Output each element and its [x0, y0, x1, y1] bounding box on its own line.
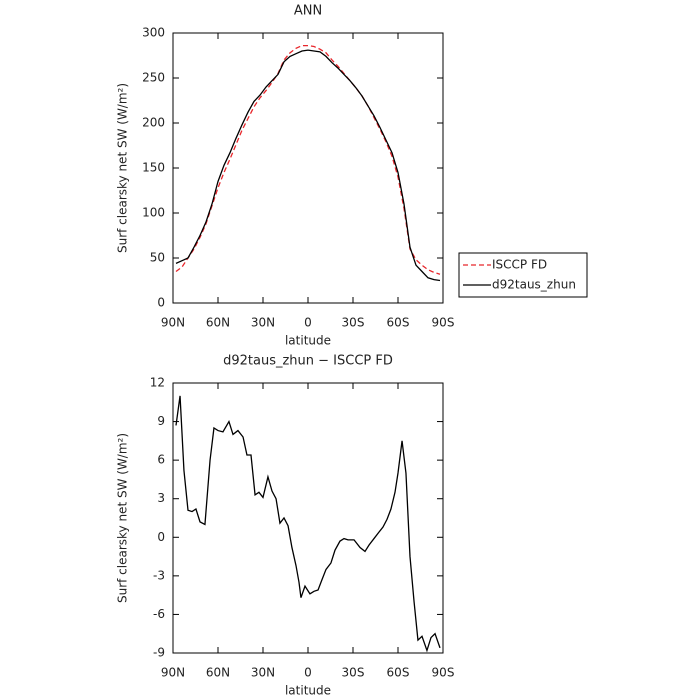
y-tick-label: 200 [142, 116, 165, 130]
x-tick-label: 30N [251, 666, 275, 680]
y-tick-label: 50 [150, 251, 165, 265]
y-tick-label: 150 [142, 161, 165, 175]
y-tick-label: 100 [142, 206, 165, 220]
x-tick-label: 60S [387, 316, 410, 330]
x-tick-label: 90S [432, 316, 455, 330]
y-tick-label: -6 [153, 607, 165, 621]
data-line [175, 395, 441, 653]
data-line [175, 44, 441, 275]
plot-frame [172, 382, 444, 654]
y-axis-label: Surf clearsky net SW (W/m²) [116, 83, 130, 253]
y-axis-label: Surf clearsky net SW (W/m²) [116, 433, 130, 603]
x-tick-label: 30N [251, 316, 275, 330]
chart-title: d92taus_zhun − ISCCP FD [223, 354, 393, 369]
x-tick-label: 30S [342, 666, 365, 680]
y-tick-label: 9 [157, 414, 165, 428]
y-tick-label: 250 [142, 71, 165, 85]
y-tick-label: 300 [142, 26, 165, 40]
y-tick-label: 12 [150, 376, 165, 390]
x-tick-label: 60S [387, 666, 410, 680]
x-axis-label: latitude [285, 334, 331, 348]
y-tick-label: 0 [157, 296, 165, 310]
y-tick-label: 3 [157, 491, 165, 505]
chart-title: ANN [294, 4, 322, 19]
x-tick-label: 90N [161, 666, 185, 680]
y-tick-label: -3 [153, 568, 165, 582]
x-tick-label: 0 [304, 666, 312, 680]
legend-label: d92taus_zhun [492, 278, 576, 292]
legend-label: ISCCP FD [492, 258, 547, 272]
y-tick-label: -9 [153, 646, 165, 660]
y-tick-label: 0 [157, 530, 165, 544]
x-tick-label: 90N [161, 316, 185, 330]
x-tick-label: 90S [432, 666, 455, 680]
x-tick-label: 60N [206, 666, 230, 680]
legend-box [458, 252, 588, 298]
x-tick-label: 0 [304, 316, 312, 330]
legend: ISCCP FD d92taus_zhun [458, 252, 588, 298]
data-line [175, 49, 441, 282]
x-tick-label: 60N [206, 316, 230, 330]
x-tick-label: 30S [342, 316, 365, 330]
x-axis-label: latitude [285, 684, 331, 698]
plot-frame [172, 32, 444, 304]
y-tick-label: 6 [157, 453, 165, 467]
